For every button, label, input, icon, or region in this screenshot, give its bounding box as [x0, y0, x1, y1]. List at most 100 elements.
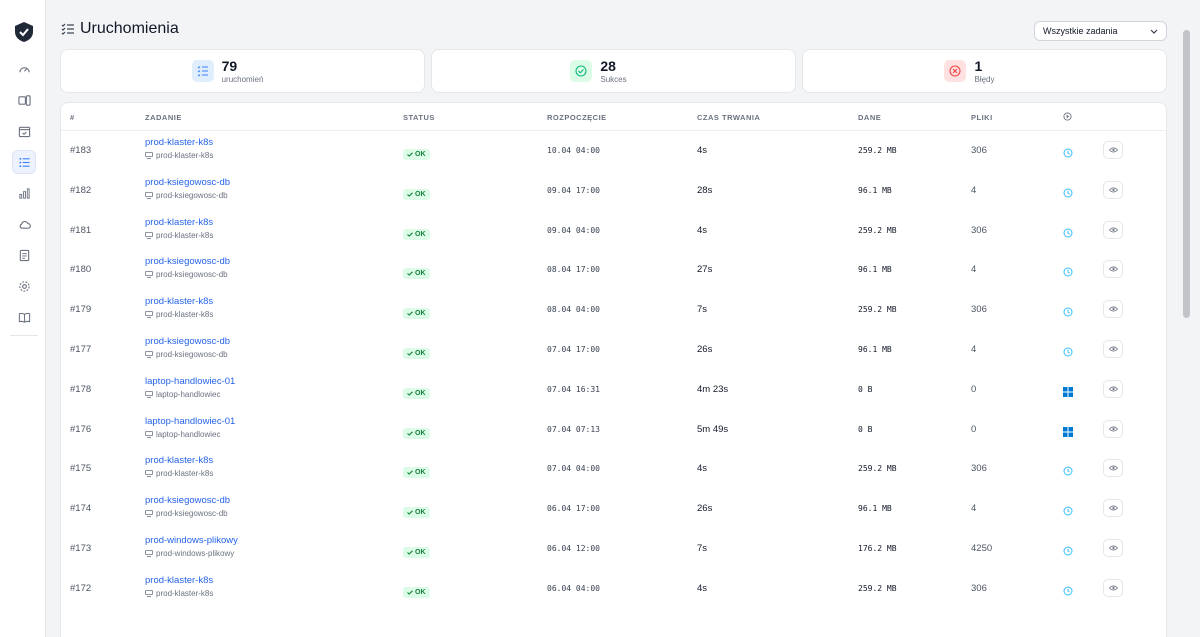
list-icon — [18, 156, 31, 169]
check-icon — [407, 351, 413, 356]
status-text: OK — [415, 310, 426, 318]
task-link[interactable]: prod-klaster-k8s — [145, 574, 214, 586]
view-details-button[interactable] — [1103, 459, 1123, 478]
view-details-button[interactable] — [1103, 419, 1123, 438]
cloud-icon — [18, 218, 31, 231]
table-row[interactable]: #183 prod-klaster-k8s prod-klaster-k8s O… — [61, 131, 1166, 171]
status-badge: OK — [403, 308, 430, 320]
view-details-button[interactable] — [1103, 260, 1123, 279]
sidebar-item-gear[interactable] — [12, 274, 36, 298]
task-link[interactable]: prod-klaster-k8s — [145, 216, 214, 228]
run-id: #174 — [70, 503, 92, 515]
sidebar-item-document[interactable] — [12, 243, 36, 267]
header-duration[interactable]: Czas trwania — [697, 113, 761, 122]
table-row[interactable]: #172 prod-klaster-k8s prod-klaster-k8s O… — [61, 569, 1166, 609]
sidebar-item-calendar-check[interactable] — [12, 119, 36, 143]
data-size: 96.1 MB — [858, 185, 892, 195]
sidebar-item-cloud[interactable] — [12, 212, 36, 236]
table-row[interactable]: #181 prod-klaster-k8s prod-klaster-k8s O… — [61, 211, 1166, 251]
page-scrollbar[interactable] — [1183, 30, 1190, 318]
server-icon — [145, 152, 153, 159]
view-details-button[interactable] — [1103, 220, 1123, 239]
table-row[interactable]: #173 prod-windows-plikowy prod-windows-p… — [61, 529, 1166, 569]
check-icon — [407, 311, 413, 316]
header-files[interactable]: Pliki — [971, 113, 993, 122]
task-filter-value: Wszystkie zadania — [1043, 26, 1118, 36]
task-link[interactable]: prod-klaster-k8s — [145, 296, 214, 308]
task-cell: prod-ksiegowosc-db prod-ksiegowosc-db — [145, 177, 230, 200]
task-link[interactable]: prod-ksiegowosc-db — [145, 495, 231, 507]
stat-value: 1 — [974, 57, 983, 74]
schedule-clock-icon — [1063, 463, 1073, 476]
eye-icon — [1108, 545, 1118, 551]
status-text: OK — [415, 389, 426, 397]
header-data[interactable]: Dane — [858, 113, 882, 122]
start-time: 08.04 04:00 — [547, 305, 600, 315]
task-host: prod-ksiegowosc-db — [145, 270, 230, 279]
task-link[interactable]: laptop-handlowiec-01 — [145, 375, 236, 387]
status-text: OK — [415, 270, 426, 278]
sidebar-divider — [10, 335, 38, 336]
host-name: prod-klaster-k8s — [156, 588, 214, 598]
view-details-button[interactable] — [1103, 538, 1123, 557]
task-link[interactable]: prod-ksiegowosc-db — [145, 335, 231, 347]
server-icon — [145, 191, 153, 199]
host-name: prod-klaster-k8s — [156, 230, 214, 240]
task-link[interactable]: prod-ksiegowosc-db — [145, 176, 231, 188]
duration: 4s — [697, 463, 708, 475]
view-details-button[interactable] — [1103, 339, 1123, 358]
task-link[interactable]: prod-klaster-k8s — [145, 137, 214, 148]
table-row[interactable]: #176 laptop-handlowiec-01 laptop-handlow… — [61, 410, 1166, 450]
view-details-button[interactable] — [1103, 141, 1123, 159]
file-count: 306 — [971, 145, 987, 156]
data-size: 259.2 MB — [858, 464, 897, 474]
view-details-button[interactable] — [1103, 180, 1123, 199]
task-link[interactable]: prod-ksiegowosc-db — [145, 256, 231, 268]
status-badge: OK — [403, 586, 430, 598]
header-start[interactable]: Rozpoczęcie — [547, 113, 607, 122]
host-name: prod-ksiegowosc-db — [156, 509, 228, 519]
task-host: prod-ksiegowosc-db — [145, 509, 230, 518]
status-badge: OK — [403, 228, 430, 240]
data-size: 259.2 MB — [858, 225, 897, 235]
start-time: 06.04 17:00 — [547, 504, 600, 514]
sidebar-item-dashboard[interactable] — [12, 57, 36, 81]
host-name: prod-klaster-k8s — [156, 469, 214, 479]
task-link[interactable]: prod-windows-plikowy — [145, 534, 238, 546]
run-id: #179 — [70, 304, 92, 316]
view-details-button[interactable] — [1103, 300, 1123, 319]
table-row[interactable]: #177 prod-ksiegowosc-db prod-ksiegowosc-… — [61, 330, 1166, 370]
view-details-button[interactable] — [1103, 499, 1123, 518]
view-details-button[interactable] — [1103, 578, 1123, 597]
header-task[interactable]: Zadanie — [145, 113, 182, 122]
chevron-down-icon — [1150, 29, 1158, 34]
task-filter-select[interactable]: Wszystkie zadania — [1034, 21, 1167, 41]
sidebar-item-devices[interactable] — [12, 88, 36, 112]
schedule-clock-icon — [1063, 225, 1073, 238]
table-row[interactable]: #178 laptop-handlowiec-01 laptop-handlow… — [61, 370, 1166, 410]
check-icon — [407, 192, 413, 197]
task-host: prod-windows-plikowy — [145, 549, 238, 558]
list-check-icon — [61, 23, 74, 35]
file-count: 306 — [971, 582, 987, 594]
status-text: OK — [415, 151, 426, 158]
status-text: OK — [415, 548, 426, 556]
sidebar-nav — [0, 57, 46, 336]
table-row[interactable]: #180 prod-ksiegowosc-db prod-ksiegowosc-… — [61, 250, 1166, 290]
sidebar-item-book[interactable] — [12, 305, 36, 329]
status-badge: OK — [403, 427, 430, 439]
header-status[interactable]: Status — [403, 113, 435, 122]
eye-icon — [1108, 306, 1118, 312]
task-link[interactable]: prod-klaster-k8s — [145, 455, 214, 467]
sidebar-item-bar-chart[interactable] — [12, 181, 36, 205]
status-cell: OK — [403, 462, 430, 480]
table-row[interactable]: #175 prod-klaster-k8s prod-klaster-k8s O… — [61, 449, 1166, 489]
table-row[interactable]: #182 prod-ksiegowosc-db prod-ksiegowosc-… — [61, 171, 1166, 211]
eye-icon — [1108, 505, 1118, 511]
sidebar-item-list[interactable] — [12, 150, 36, 174]
table-row[interactable]: #174 prod-ksiegowosc-db prod-ksiegowosc-… — [61, 489, 1166, 529]
file-count: 0 — [971, 383, 977, 395]
view-details-button[interactable] — [1103, 379, 1123, 398]
task-link[interactable]: laptop-handlowiec-01 — [145, 415, 236, 427]
table-row[interactable]: #179 prod-klaster-k8s prod-klaster-k8s O… — [61, 290, 1166, 330]
